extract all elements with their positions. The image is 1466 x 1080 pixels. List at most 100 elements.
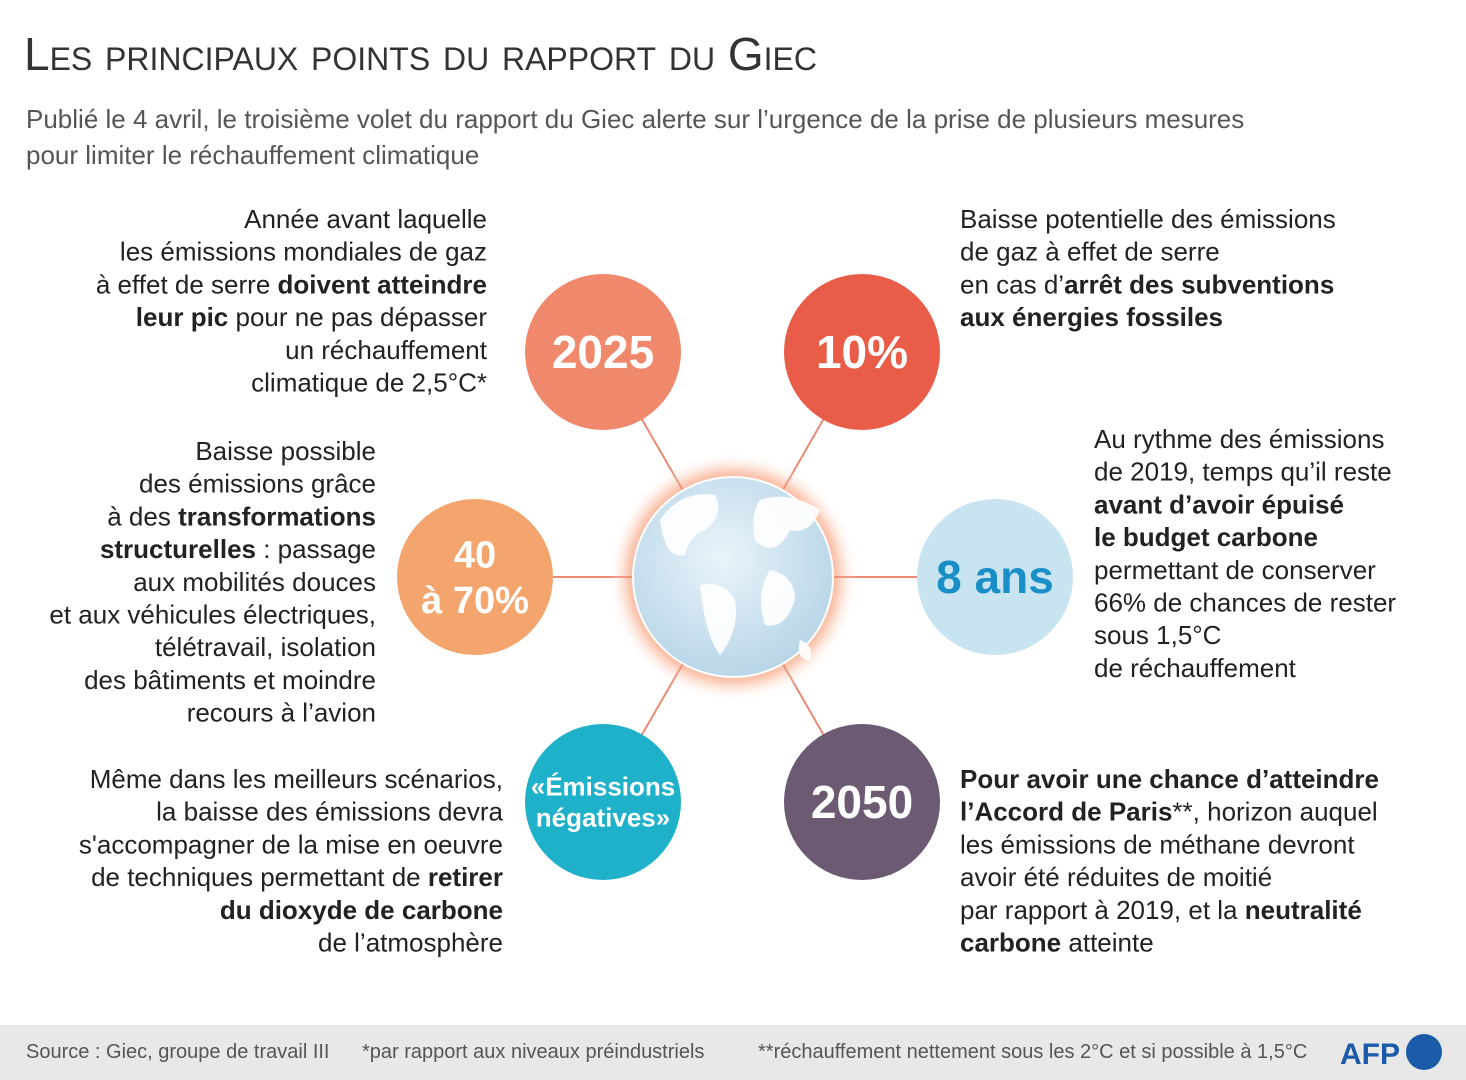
bold-run: du dioxyde de carbone [220, 895, 503, 925]
bold-run: carbone [960, 928, 1061, 958]
text-run: Baisse potentielle des émissions [960, 204, 1336, 234]
logo: AFP [1340, 1038, 1400, 1071]
item-description-line: climatique de 2,5°C* [251, 368, 487, 398]
item-description-line: s'accompagner de la mise en oeuvre [79, 829, 503, 859]
item-circle [525, 274, 681, 430]
bold-run: Pour avoir une chance d’atteindre [960, 764, 1379, 794]
bold-run: transformations [178, 501, 376, 531]
item-description-line: et aux véhicules électriques, [49, 600, 376, 630]
text-run: les émissions mondiales de gaz [120, 237, 487, 267]
item-description-line: Baisse potentielle des émissions [960, 204, 1336, 234]
bold-run: retirer [428, 862, 503, 892]
item-description-line: avoir été réduites de moitié [960, 862, 1272, 892]
bold-run: aux énergies fossiles [960, 302, 1223, 332]
bold-run: leur pic [136, 302, 228, 332]
title: Les principaux points du rapport du Giec [24, 28, 817, 80]
text-run: Au rythme des émissions [1094, 424, 1384, 454]
text-run: à effet de serre [96, 269, 278, 299]
text-run: **, horizon auquel [1172, 797, 1377, 827]
item-description-line: aux énergies fossiles [960, 302, 1223, 332]
item-description-line: à effet de serre doivent atteindre [96, 269, 487, 299]
text-run: sous 1,5°C [1094, 620, 1221, 650]
text-run: Baisse possible [195, 436, 376, 466]
item-description-line: les émissions mondiales de gaz [120, 237, 487, 267]
item-description-line: la baisse des émissions devra [156, 797, 503, 827]
text-run: pour ne pas dépasser [228, 302, 487, 332]
item-label: à 70% [421, 580, 529, 622]
item-description-line: à des transformations [107, 501, 376, 531]
text-run: de l’atmosphère [318, 928, 503, 958]
text-run: permettant de conserver [1094, 555, 1376, 585]
item-label: négatives» [536, 803, 670, 833]
item-description-line: Pour avoir une chance d’atteindre [960, 764, 1379, 794]
footer-note: *par rapport aux niveaux préindustriels [362, 1041, 704, 1063]
item-description-line: par rapport à 2019, et la neutralité [960, 895, 1362, 925]
text-run: à des [107, 501, 178, 531]
text-run: recours à l’avion [187, 698, 376, 728]
text-run: de réchauffement [1094, 653, 1297, 683]
text-run: aux mobilités douces [133, 567, 376, 597]
bold-run: le budget carbone [1094, 522, 1318, 552]
text-run: s'accompagner de la mise en oeuvre [79, 829, 503, 859]
item-circle [784, 274, 940, 430]
text-run: et aux véhicules électriques, [49, 600, 376, 630]
item-circle [784, 724, 940, 880]
globe [608, 452, 858, 702]
item-label: 10% [816, 326, 908, 378]
text-run: Même dans les meilleurs scénarios, [90, 764, 503, 794]
item-description-line: le budget carbone [1094, 522, 1318, 552]
text-run: les émissions de méthane devront [960, 829, 1355, 859]
text-run: la baisse des émissions devra [156, 797, 503, 827]
footer-note: **réchauffement nettement sous les 2°C e… [758, 1041, 1307, 1063]
bold-run: structurelles [100, 534, 256, 564]
item-description-line: en cas d’arrêt des subventions [960, 269, 1334, 299]
item-label: 2025 [552, 326, 654, 378]
item-description-line: télétravail, isolation [155, 632, 376, 662]
item-description-line: du dioxyde de carbone [220, 895, 503, 925]
bold-run: l’Accord de Paris [960, 797, 1172, 827]
item-description-line: recours à l’avion [187, 698, 376, 728]
item-description-line: Même dans les meilleurs scénarios, [90, 764, 503, 794]
item-description-line: de réchauffement [1094, 653, 1297, 683]
text-run: par rapport à 2019, et la [960, 895, 1245, 925]
footer-band [0, 1025, 1466, 1080]
text-run: : passage [256, 534, 376, 564]
item-description-line: 66% de chances de rester [1094, 588, 1396, 618]
item-description-line: Année avant laquelle [244, 204, 487, 234]
text-run: de 2019, temps qu’il reste [1094, 457, 1392, 487]
item-description-line: aux mobilités douces [133, 567, 376, 597]
item-circle [917, 499, 1073, 655]
text-run: atteinte [1061, 928, 1154, 958]
text-run: des émissions grâce [139, 469, 376, 499]
item-label: «Émissions [531, 772, 676, 802]
footer-note: Source : Giec, groupe de travail III [26, 1041, 330, 1063]
item-description-line: de 2019, temps qu’il reste [1094, 457, 1392, 487]
item-description-line: structurelles : passage [100, 534, 376, 564]
item-description-line: Au rythme des émissions [1094, 424, 1384, 454]
text-run: 66% de chances de rester [1094, 588, 1396, 618]
text-run: télétravail, isolation [155, 632, 376, 662]
subtitle: Publié le 4 avril, le troisième volet du… [26, 104, 1244, 134]
text-run: de gaz à effet de serre [960, 237, 1220, 267]
item-description-line: de gaz à effet de serre [960, 237, 1220, 267]
item-description-line: Baisse possible [195, 436, 376, 466]
item-description-line: des bâtiments et moindre [84, 665, 376, 695]
item-description-line: l’Accord de Paris**, horizon auquel [960, 797, 1378, 827]
bold-run: arrêt des subventions [1064, 269, 1334, 299]
logo-dot [1406, 1034, 1442, 1070]
item-label: 2050 [811, 776, 913, 828]
item-label: 40 [454, 535, 496, 577]
text-run: avoir été réduites de moitié [960, 862, 1272, 892]
item-description-line: sous 1,5°C [1094, 620, 1221, 650]
bold-run: doivent atteindre [278, 269, 487, 299]
item-circle [397, 499, 553, 655]
item-label: 8 ans [936, 551, 1054, 603]
continents [660, 494, 820, 660]
item-description-line: un réchauffement [285, 335, 488, 365]
text-run: en cas d’ [960, 269, 1064, 299]
item-description-line: carbone atteinte [960, 928, 1154, 958]
bold-run: neutralité [1245, 895, 1362, 925]
item-description-line: les émissions de méthane devront [960, 829, 1355, 859]
item-description-line: permettant de conserver [1094, 555, 1376, 585]
